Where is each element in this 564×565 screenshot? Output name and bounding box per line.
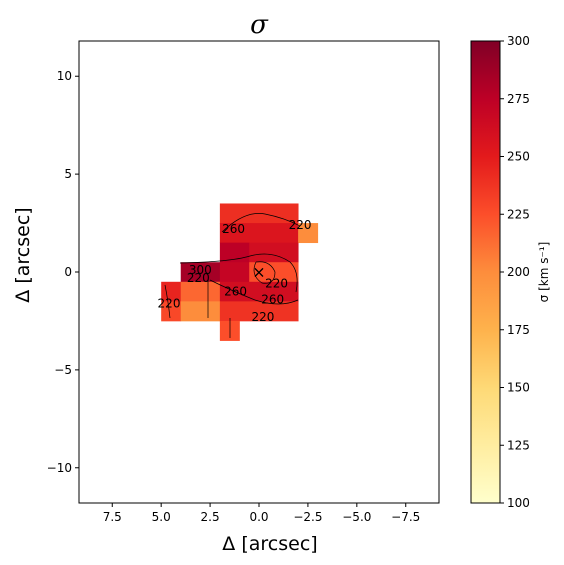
contour-label: 220 [265,277,288,291]
x-tick-label: −7.5 [391,510,420,524]
colorbar-tick-label: 300 [507,34,530,48]
colorbar-label: σ [km s⁻¹] [537,242,551,303]
colorbar-tick-label: 250 [507,150,530,164]
contour-line [179,253,298,293]
colorbar-tick-label: 275 [507,92,530,106]
y-axis-ticks: 10 5 0 −5 −10 [47,69,79,475]
sigma-cell [219,242,250,263]
x-tick-label: 0.0 [249,510,268,524]
contour-label: 220 [289,218,312,232]
contour-label: 260 [261,292,284,306]
center-marker: × [252,263,265,282]
contour-label: 300 [189,263,212,277]
sigma-cell [298,223,319,244]
x-tick-label: −5.0 [342,510,371,524]
colorbar-tick-label: 225 [507,207,530,221]
velocity-dispersion-cells [161,203,319,341]
sigma-cell [219,223,299,244]
y-tick-label: 10 [57,69,72,83]
sigma-cell [180,262,221,283]
x-tick-label: 7.5 [103,510,122,524]
y-tick-label: 0 [64,265,72,279]
contour-line [209,279,299,305]
contour-line [253,261,276,284]
sigma-cell [249,262,299,283]
contour-label: 220 [251,310,274,324]
colorbar-tick-label: 175 [507,323,530,337]
colorbar-tick-label: 200 [507,265,530,279]
x-axis-title: Δ [arcsec] [222,533,317,555]
contour-label: 220 [158,296,181,310]
sigma-cell [219,262,250,283]
contour-label: 260 [222,222,245,236]
sigma-cell [161,301,182,322]
colorbar-tick-label: 125 [507,438,530,452]
colorbar-tick-label: 100 [507,496,530,510]
sigma-cell [219,301,299,322]
y-tick-label: −10 [47,461,72,475]
y-axis-title: Δ [arcsec] [12,207,34,302]
contour-label: 220 [187,271,210,285]
contour-label: 260 [224,285,247,299]
sigma-cell [161,281,182,302]
x-tick-label: 2.5 [201,510,220,524]
sigma-cell [180,281,221,302]
y-tick-label: −5 [54,363,72,377]
x-tick-label: −2.5 [293,510,322,524]
x-axis-ticks: 7.5 5.0 2.5 0.0 −2.5 −5.0 −7.5 [103,503,420,524]
colorbar-ticks: 300 275 250 225 200 175 150 125 100 [500,34,530,510]
sigma-cell [219,281,299,302]
contour-line [164,284,171,319]
chart-title: σ [250,10,269,40]
x-tick-label: 5.0 [152,510,171,524]
sigma-cell [249,242,299,263]
colorbar-gradient [470,40,501,504]
sigma-cell [180,301,221,322]
y-tick-label: 5 [64,167,72,181]
contour-line [221,213,301,233]
contour-lines [164,213,301,338]
colorbar-tick-label: 150 [507,381,530,395]
